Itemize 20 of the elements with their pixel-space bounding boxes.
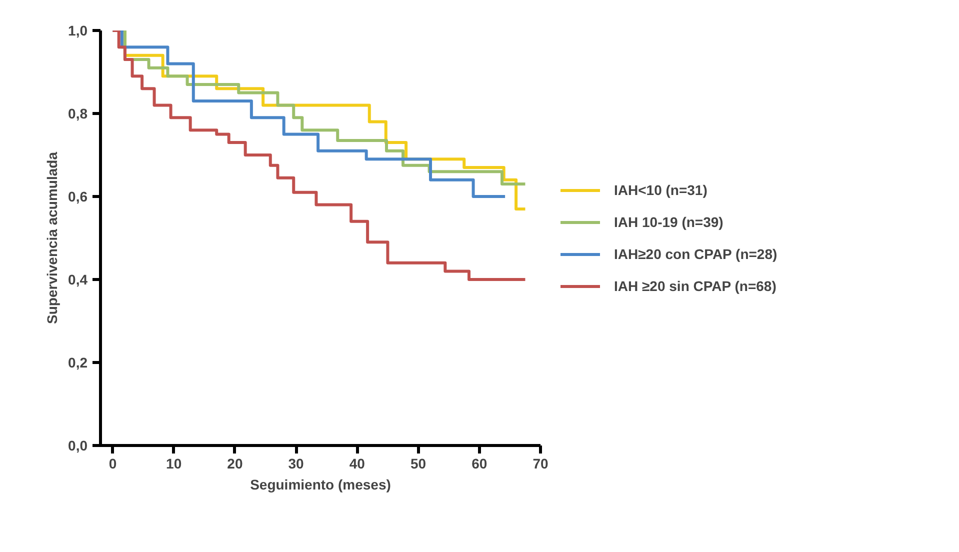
x-tick-label: 10 (166, 456, 182, 472)
legend-label: IAH<10 (n=31) (614, 182, 708, 198)
y-tick-label: 0,0 (68, 438, 88, 454)
legend-label: IAH≥20 con CPAP (n=28) (614, 246, 778, 262)
y-axis-title: Supervivencia acumulada (44, 152, 60, 324)
y-tick-label: 0,4 (68, 272, 88, 288)
x-tick-label: 20 (227, 456, 243, 472)
y-tick-label: 0,2 (68, 354, 88, 370)
legend-label: IAH ≥20 sin CPAP (n=68) (614, 278, 776, 294)
x-tick-label: 0 (108, 456, 117, 472)
x-tick-label: 60 (472, 456, 488, 472)
x-axis-title: Seguimiento (meses) (250, 476, 391, 492)
y-tick-label: 0,6 (68, 188, 88, 204)
x-tick-label: 50 (410, 456, 426, 472)
x-tick-label: 30 (288, 456, 304, 472)
x-tick-label: 70 (532, 456, 548, 472)
legend-label: IAH 10-19 (n=39) (614, 214, 724, 230)
y-tick-label: 0,8 (68, 106, 88, 122)
y-tick-label: 1,0 (68, 22, 88, 38)
x-tick-label: 40 (349, 456, 366, 472)
